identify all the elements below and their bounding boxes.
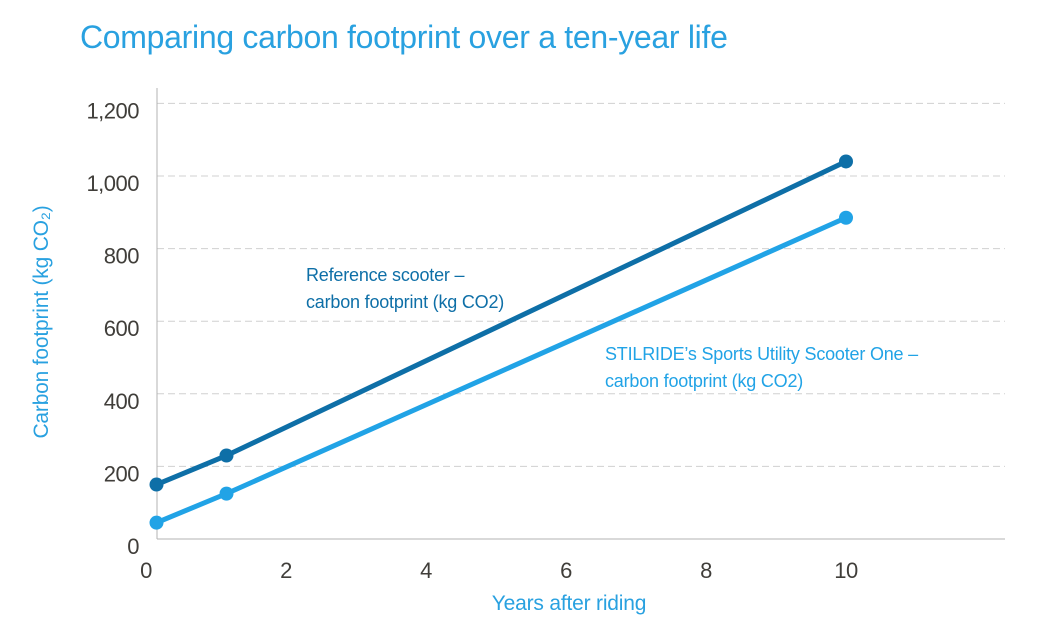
series-point-0-0 [149, 477, 164, 492]
series-point-0-1 [219, 448, 234, 463]
y-tick-label: 1,200 [86, 98, 139, 123]
annotation-line: STILRIDE’s Sports Utility Scooter One – [605, 344, 918, 364]
series-point-1-1 [219, 486, 234, 501]
series-point-0-2 [839, 154, 853, 169]
x-tick-label: 4 [420, 558, 432, 583]
series-point-1-0 [149, 515, 164, 530]
series-point-1-2 [839, 210, 853, 225]
x-tick-label: 8 [700, 558, 712, 583]
y-tick-label: 1,000 [86, 171, 139, 196]
x-tick-label: 0 [140, 558, 152, 583]
annotation-line: Reference scooter – [306, 265, 465, 285]
y-tick-label: 400 [104, 389, 139, 414]
x-tick-label: 2 [280, 558, 292, 583]
x-tick-label: 10 [834, 558, 858, 583]
x-axis-title: Years after riding [491, 592, 647, 615]
series-line-0 [154, 158, 849, 488]
annotation-stilride-scooter: STILRIDE’s Sports Utility Scooter One – … [605, 341, 918, 395]
y-tick-label: 600 [104, 316, 139, 341]
x-tick-label: 6 [560, 558, 572, 583]
annotation-line: carbon footprint (kg CO2) [605, 371, 804, 391]
y-tick-label: 800 [104, 244, 139, 269]
chart-title: Comparing carbon footprint over a ten-ye… [80, 19, 728, 55]
annotation-reference-scooter: Reference scooter – carbon footprint (kg… [306, 262, 504, 316]
y-tick-label: 200 [104, 461, 139, 486]
annotation-line: carbon footprint (kg CO2) [306, 292, 505, 312]
y-tick-label: 0 [127, 534, 139, 559]
